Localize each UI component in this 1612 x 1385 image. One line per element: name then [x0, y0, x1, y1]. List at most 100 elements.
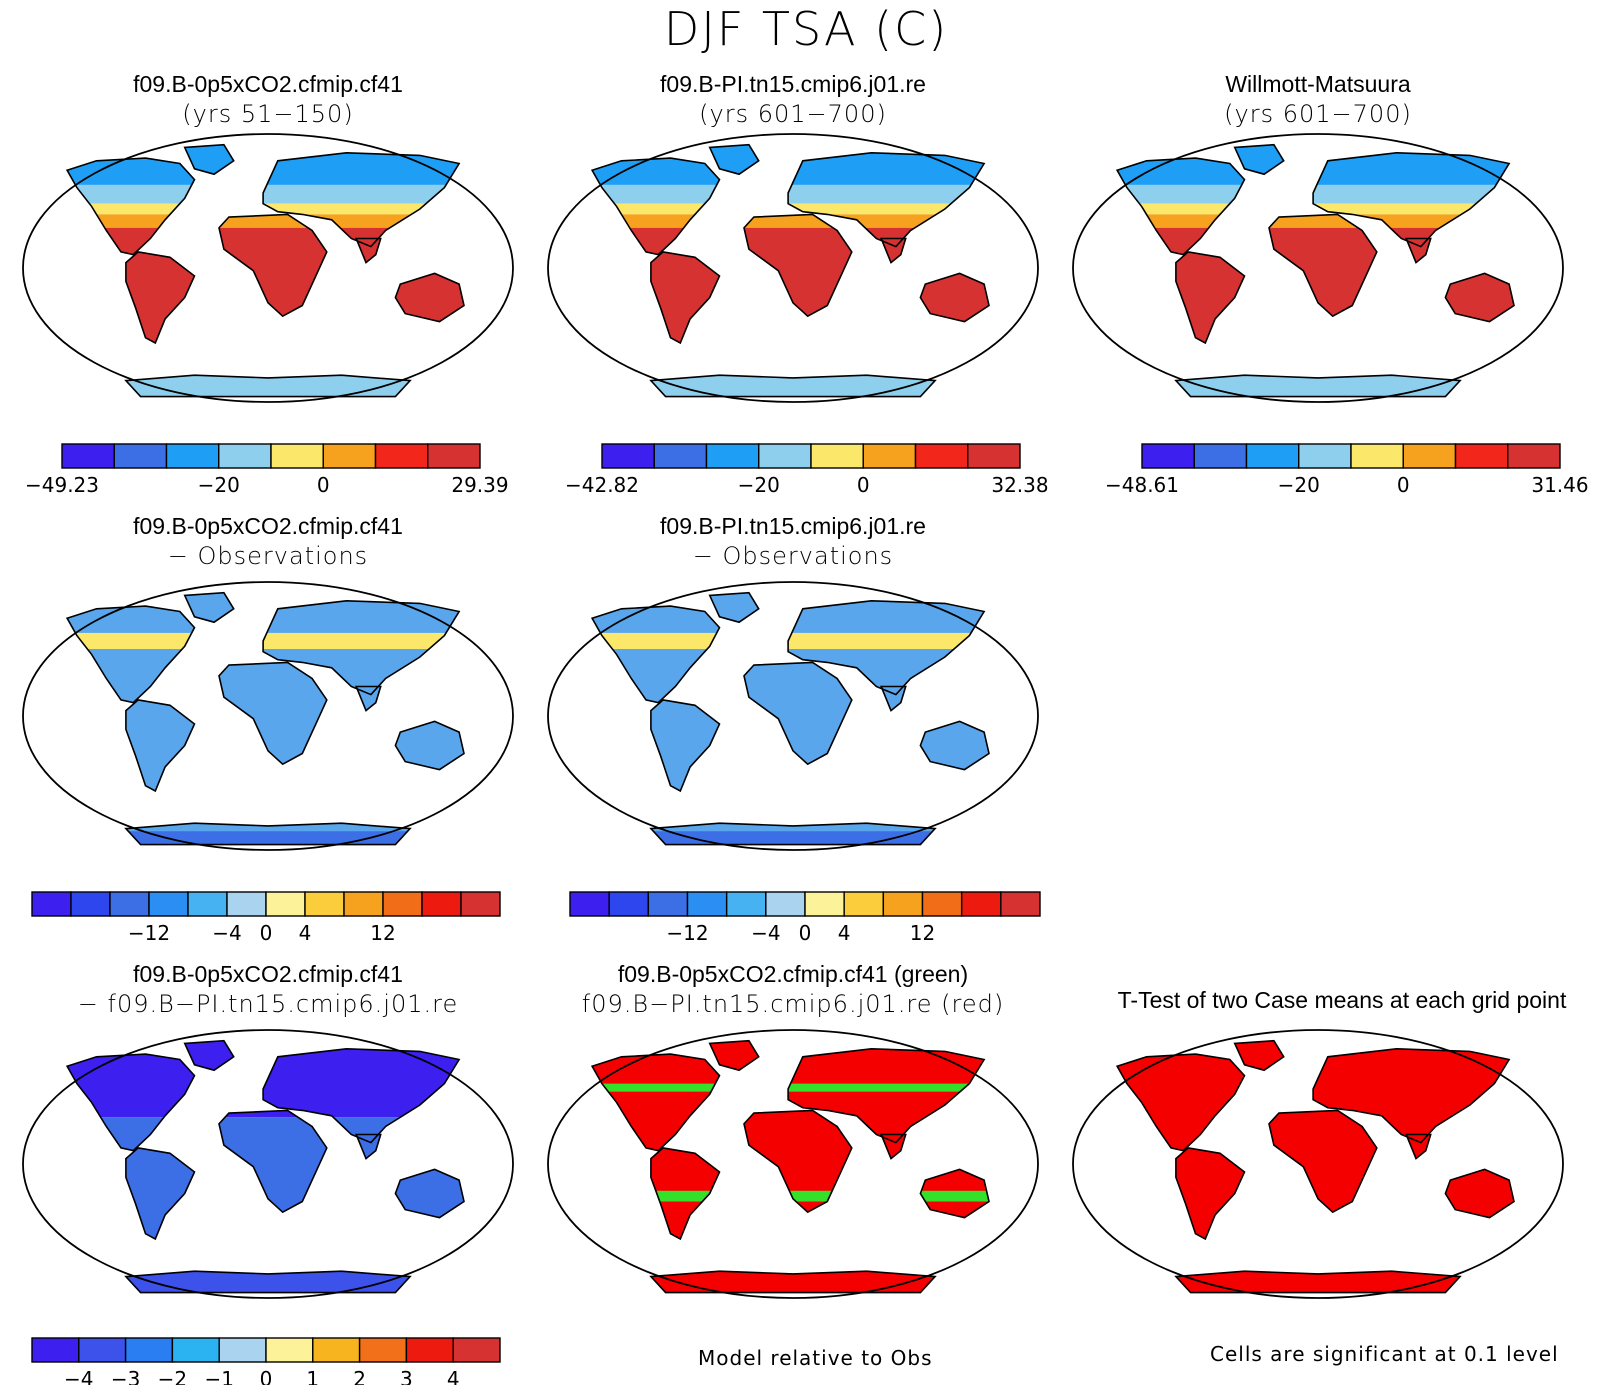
panel-subtitle-line: − f09.B−PI.tn15.cmip6.j01.re: [77, 990, 459, 1018]
coastline-eurasia: [787, 1047, 986, 1144]
colorbar-swatch: [569, 891, 610, 917]
colorbar-swatch: [1245, 443, 1300, 469]
band-bias-warm: [592, 632, 989, 649]
panel-subtitle-line: (yrs 51−150): [182, 100, 354, 128]
colorbar-r1-c3: −48.61 −20 0 31.46: [1105, 443, 1589, 497]
colorbar-swatch: [113, 443, 168, 469]
coastline-samerica: [125, 251, 196, 345]
colorbar-tick-label: −1: [204, 1367, 233, 1385]
colorbar-swatch: [322, 443, 377, 469]
colorbar-swatch: [1454, 443, 1509, 469]
map-border: [1072, 133, 1564, 403]
colorbar-tick-label: 12: [910, 921, 935, 945]
colorbar-swatch: [647, 891, 689, 917]
coastline-africa: [218, 213, 328, 318]
colorbar-swatch: [374, 443, 429, 469]
colorbar-swatch: [1141, 443, 1195, 469]
coastline-namerica: [65, 1053, 196, 1152]
colorbar-swatch: [343, 891, 384, 917]
map-border: [22, 133, 514, 403]
colorbar-swatch: [265, 891, 306, 917]
coastline-australia: [919, 1168, 990, 1219]
coastline-antarctica: [124, 1270, 412, 1294]
colorbar-swatch: [148, 891, 189, 917]
panel-title-line: T-Test of two Case means at each grid po…: [1117, 987, 1567, 1013]
coastline-eurasia: [262, 599, 461, 696]
colorbar-tick-label: −4: [212, 921, 241, 945]
panel-subtitle-line: − Observations: [692, 542, 894, 570]
colorbar-swatch: [653, 443, 708, 469]
colorbar-swatch: [810, 443, 864, 469]
coastline-namerica: [1115, 157, 1246, 256]
colorbar-tick-label: 0: [260, 921, 273, 945]
colorbar-tick-label: 1: [306, 1367, 319, 1385]
colorbar-swatch: [165, 443, 220, 469]
coastline-eurasia: [787, 599, 986, 696]
map-border: [22, 581, 514, 851]
coastline-samerica: [650, 699, 721, 793]
coastline-sasia: [1405, 237, 1432, 264]
band-bias-warm: [67, 632, 464, 649]
panel-subtitle-line: − Observations: [167, 542, 369, 570]
coastline-antarctica: [649, 822, 937, 846]
coastline-sasia: [355, 237, 382, 264]
colorbar-swatch: [265, 1337, 314, 1363]
colorbar-swatch: [31, 1337, 80, 1363]
colorbar-tick-label: 3: [400, 1367, 413, 1385]
colorbar-tick-label: 32.38: [991, 473, 1048, 497]
coastline-samerica: [125, 1147, 196, 1241]
colorbar-tick-label: 0: [317, 473, 330, 497]
panel-title-r1-c3: Willmott-Matsuura (yrs 601−700): [1118, 70, 1518, 129]
colorbar-swatch: [862, 443, 917, 469]
coastline-africa: [743, 661, 853, 766]
colorbar-swatch: [765, 891, 806, 917]
colorbar-swatch: [967, 443, 1021, 469]
panel-title-r1-c1: f09.B-0p5xCO2.cfmip.cf41 (yrs 51−150): [68, 70, 468, 129]
coastline-sasia: [1405, 1133, 1432, 1160]
map-panel: [22, 1029, 514, 1299]
colorbar-tick-label: 29.39: [451, 473, 508, 497]
coastline-antarctica: [649, 1270, 937, 1294]
coastline-antarctica: [649, 374, 937, 398]
coastline-samerica: [1175, 1147, 1246, 1241]
colorbar-swatch: [218, 1337, 267, 1363]
panel-title-line: Willmott-Matsuura: [1225, 71, 1411, 97]
map-border: [22, 1029, 514, 1299]
coastline-australia: [1444, 272, 1515, 323]
coastline-antarctica: [1174, 1270, 1462, 1294]
colorbar-tick-label: 4: [299, 921, 312, 945]
colorbar-r1-c1: −49.23 −20 0 29.39: [25, 443, 509, 497]
coastline-africa: [218, 661, 328, 766]
colorbar-swatch: [921, 891, 963, 917]
coastline-samerica: [125, 699, 196, 793]
coastline-greenland: [183, 143, 235, 176]
map-panel: [22, 133, 514, 403]
map-panel: [1072, 133, 1564, 403]
colorbar-tick-label: −4: [751, 921, 780, 945]
colorbar-tick-label: −12: [128, 921, 170, 945]
coastline-eurasia: [1312, 151, 1511, 248]
coastline-namerica: [65, 157, 196, 256]
coastline-eurasia: [1312, 1047, 1511, 1144]
colorbar-swatch: [758, 443, 812, 469]
panel-subtitle-line: f09.B−PI.tn15.cmip6.j01.re (red): [581, 990, 1005, 1018]
coastline-samerica: [650, 251, 721, 345]
colorbar-tick-label: −42.82: [565, 473, 639, 497]
coastline-samerica: [650, 1147, 721, 1241]
coastline-sasia: [355, 1133, 382, 1160]
band-sig-green: [592, 1083, 989, 1092]
panel-title-line: f09.B-0p5xCO2.cfmip.cf41: [133, 71, 403, 97]
colorbar-swatch: [608, 891, 650, 917]
coastline-sasia: [355, 685, 382, 712]
map-panel: [22, 581, 514, 851]
coastline-namerica: [65, 605, 196, 704]
colorbar-tick-label: 2: [353, 1367, 366, 1385]
colorbar-swatch: [358, 1337, 408, 1363]
colorbar-swatch: [187, 891, 228, 917]
map-border: [1072, 1029, 1564, 1299]
colorbar-swatch: [882, 891, 924, 917]
colorbar-swatch: [1193, 443, 1248, 469]
colorbar-tick-label: 0: [260, 1367, 273, 1385]
coastline-greenland: [708, 591, 760, 624]
colorbar-swatch: [31, 891, 72, 917]
